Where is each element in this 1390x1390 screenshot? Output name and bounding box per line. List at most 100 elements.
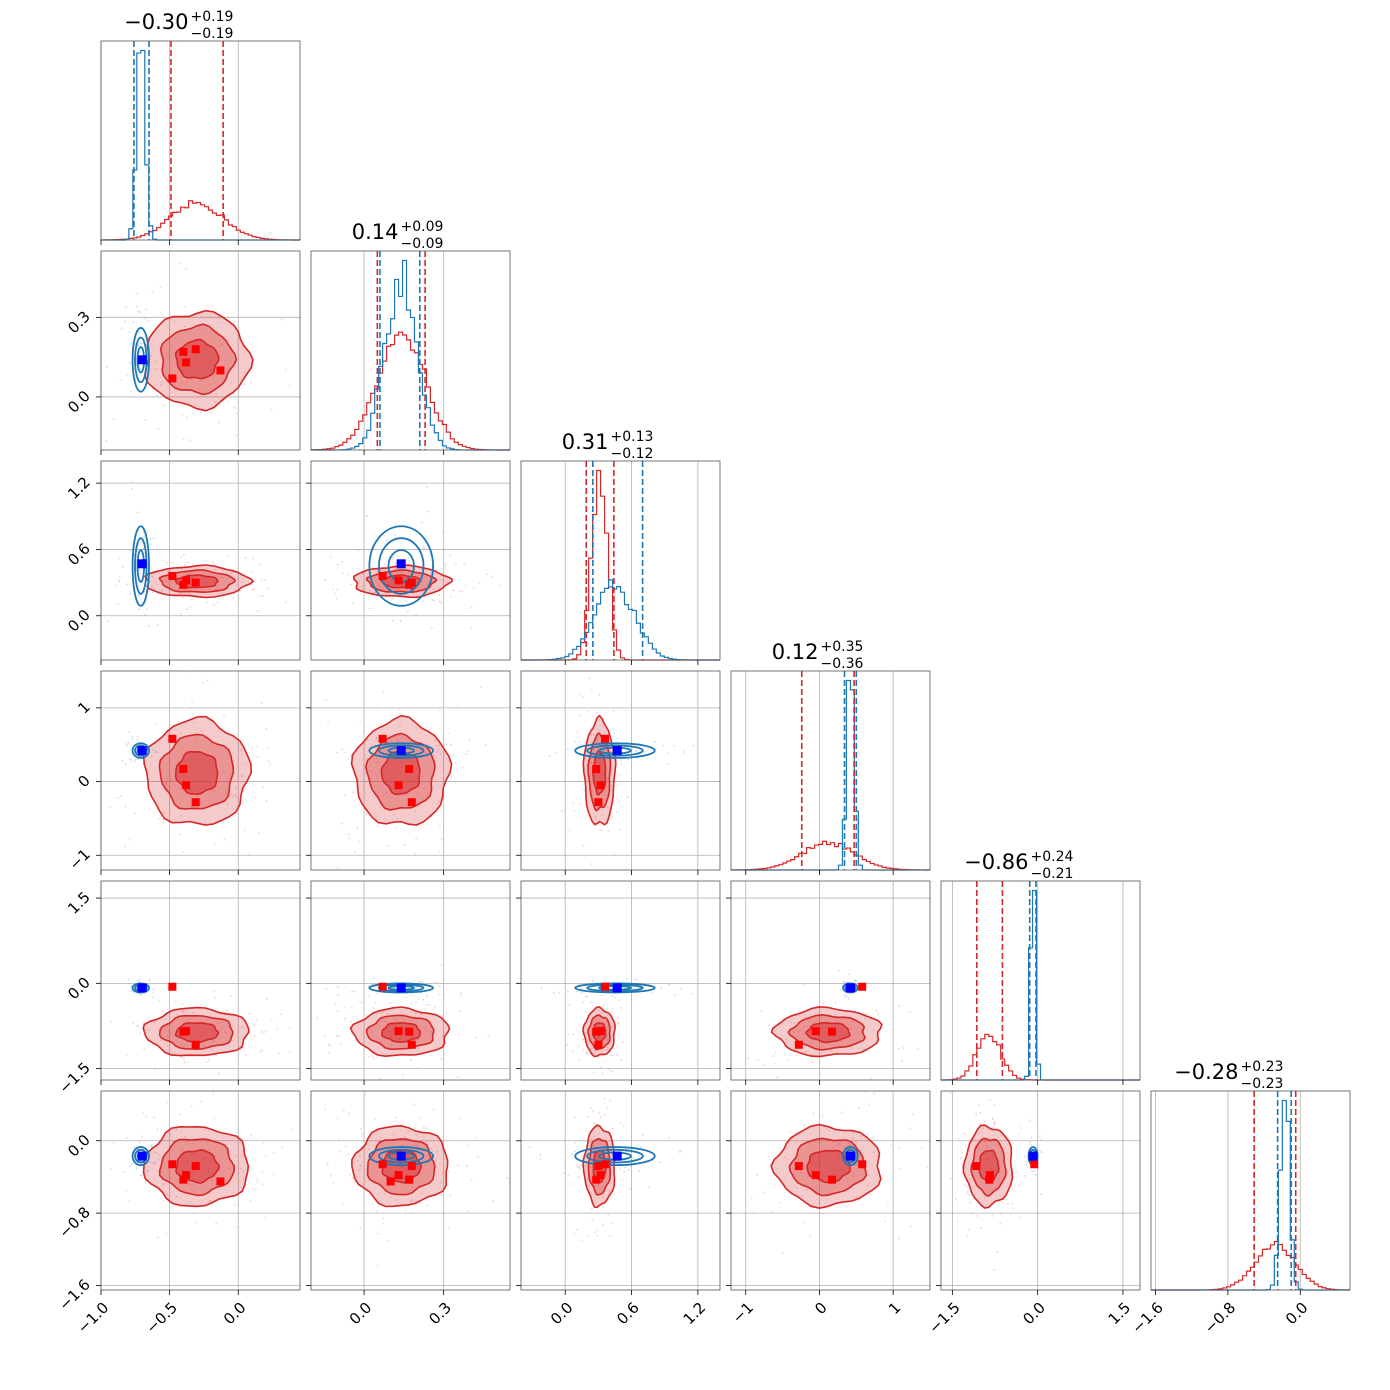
scatter-point-b: [660, 987, 663, 990]
contour-b: [131, 1146, 150, 1167]
contour-b: [574, 1146, 656, 1167]
y-tick-label: −1.5: [55, 1059, 93, 1097]
scatter-point-a: [255, 745, 258, 748]
scatter-point-a: [372, 1056, 375, 1059]
marker-a: [407, 798, 416, 807]
scatter-point-a: [237, 1114, 240, 1117]
scatter-point-a: [465, 585, 467, 587]
scatter-point-b: [691, 992, 694, 995]
scatter-point-b: [638, 1155, 641, 1157]
scatter-point-a: [802, 1032, 805, 1035]
scatter-point-b: [139, 1174, 142, 1177]
scatter-point-a: [183, 325, 186, 328]
scatter-point-a: [795, 1141, 797, 1144]
contour-b: [368, 525, 434, 607]
scatter-point-a: [459, 1117, 461, 1120]
x-tick-label: 0.3: [425, 1299, 455, 1329]
scatter-point-b: [418, 980, 421, 983]
scatter-point-a: [407, 1131, 410, 1134]
contour-b: [842, 1146, 859, 1167]
scatter-point-a: [430, 627, 433, 630]
scatter-point-a: [405, 996, 408, 999]
scatter-point-b: [131, 488, 134, 490]
scatter-point-a: [360, 1127, 363, 1130]
scatter-point-a: [261, 1183, 264, 1186]
scatter-point-a: [990, 1168, 993, 1171]
panel-background: [521, 461, 720, 660]
scatter-point-a: [356, 1175, 358, 1178]
scatter-point-a: [379, 1040, 382, 1043]
scatter-point-b: [121, 759, 124, 762]
scatter-point-b: [1030, 1143, 1033, 1146]
scatter-point-a: [802, 1221, 805, 1224]
contour-b: [368, 742, 434, 759]
scatter-point-a: [442, 776, 445, 779]
scatter-point-a: [192, 1172, 195, 1175]
scatter-point-a: [162, 1183, 165, 1186]
scatter-point-a: [591, 1110, 594, 1113]
scatter-point-a: [218, 344, 221, 347]
scatter-point-a: [802, 1026, 805, 1029]
scatter-point-a: [424, 1028, 427, 1030]
scatter-point-a: [414, 852, 417, 855]
scatter-point-a: [284, 601, 287, 604]
scatter-point-a: [990, 1159, 993, 1162]
scatter-point-a: [812, 1112, 815, 1115]
scatter-point-a: [606, 805, 609, 808]
scatter-point-a: [352, 791, 354, 793]
scatter-point-b: [126, 1136, 128, 1139]
scatter-point-a: [414, 1012, 417, 1015]
scatter-point-a: [620, 1059, 623, 1062]
scatter-point-a: [125, 1189, 128, 1192]
marker-b: [845, 983, 855, 993]
scatter-point-a: [810, 1053, 813, 1056]
scatter-point-a: [236, 1226, 239, 1229]
scatter-point-a: [174, 1000, 177, 1003]
scatter-point-a: [159, 286, 162, 289]
scatter-point-a: [610, 784, 613, 787]
scatter-point-a: [458, 1033, 460, 1036]
scatter-point-a: [164, 1018, 166, 1021]
scatter-point-b: [838, 1142, 841, 1145]
panel-2-1: [306, 460, 511, 665]
scatter-point-a: [424, 1025, 427, 1028]
scatter-point-a: [403, 1013, 406, 1016]
scatter-point-a: [613, 1193, 616, 1196]
scatter-point-a: [391, 597, 393, 600]
scatter-point-a: [272, 1173, 275, 1176]
scatter-point-a: [221, 796, 224, 799]
scatter-point-b: [144, 418, 147, 421]
scatter-point-a: [961, 1151, 963, 1154]
scatter-point-a: [593, 734, 596, 737]
scatter-point-a: [205, 601, 208, 604]
scatter-point-a: [221, 570, 223, 572]
scatter-point-a: [442, 842, 445, 844]
scatter-point-a: [816, 1163, 819, 1166]
scatter-point-a: [212, 561, 214, 564]
scatter-point-b: [557, 992, 560, 995]
scatter-point-b: [145, 608, 148, 611]
scatter-point-a: [359, 721, 362, 724]
scatter-point-a: [425, 1030, 428, 1033]
scatter-point-a: [955, 1198, 958, 1201]
scatter-point-a: [195, 1221, 197, 1224]
scatter-point-b: [359, 1164, 362, 1167]
scatter-point-a: [119, 379, 122, 382]
scatter-point-a: [148, 1028, 150, 1031]
scatter-point-a: [169, 1133, 171, 1136]
scatter-point-a: [586, 1178, 589, 1180]
scatter-point-b: [666, 752, 669, 755]
scatter-point-a: [598, 1111, 600, 1114]
scatter-point-a: [619, 1010, 622, 1013]
scatter-point-a: [821, 1212, 824, 1215]
contour-b: [378, 537, 425, 595]
scatter-point-a: [215, 1054, 218, 1056]
y-tick-label: 0.0: [64, 606, 94, 636]
scatter-point-a: [597, 1183, 600, 1186]
scatter-point-a: [411, 1199, 414, 1201]
scatter-point-b: [431, 599, 434, 601]
scatter-point-a: [402, 1019, 405, 1022]
contour-b: [368, 982, 434, 994]
scatter-point-b: [852, 1131, 855, 1134]
scatter-point-a: [615, 1054, 618, 1056]
